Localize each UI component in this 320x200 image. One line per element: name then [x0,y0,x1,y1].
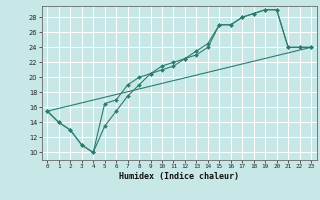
X-axis label: Humidex (Indice chaleur): Humidex (Indice chaleur) [119,172,239,181]
